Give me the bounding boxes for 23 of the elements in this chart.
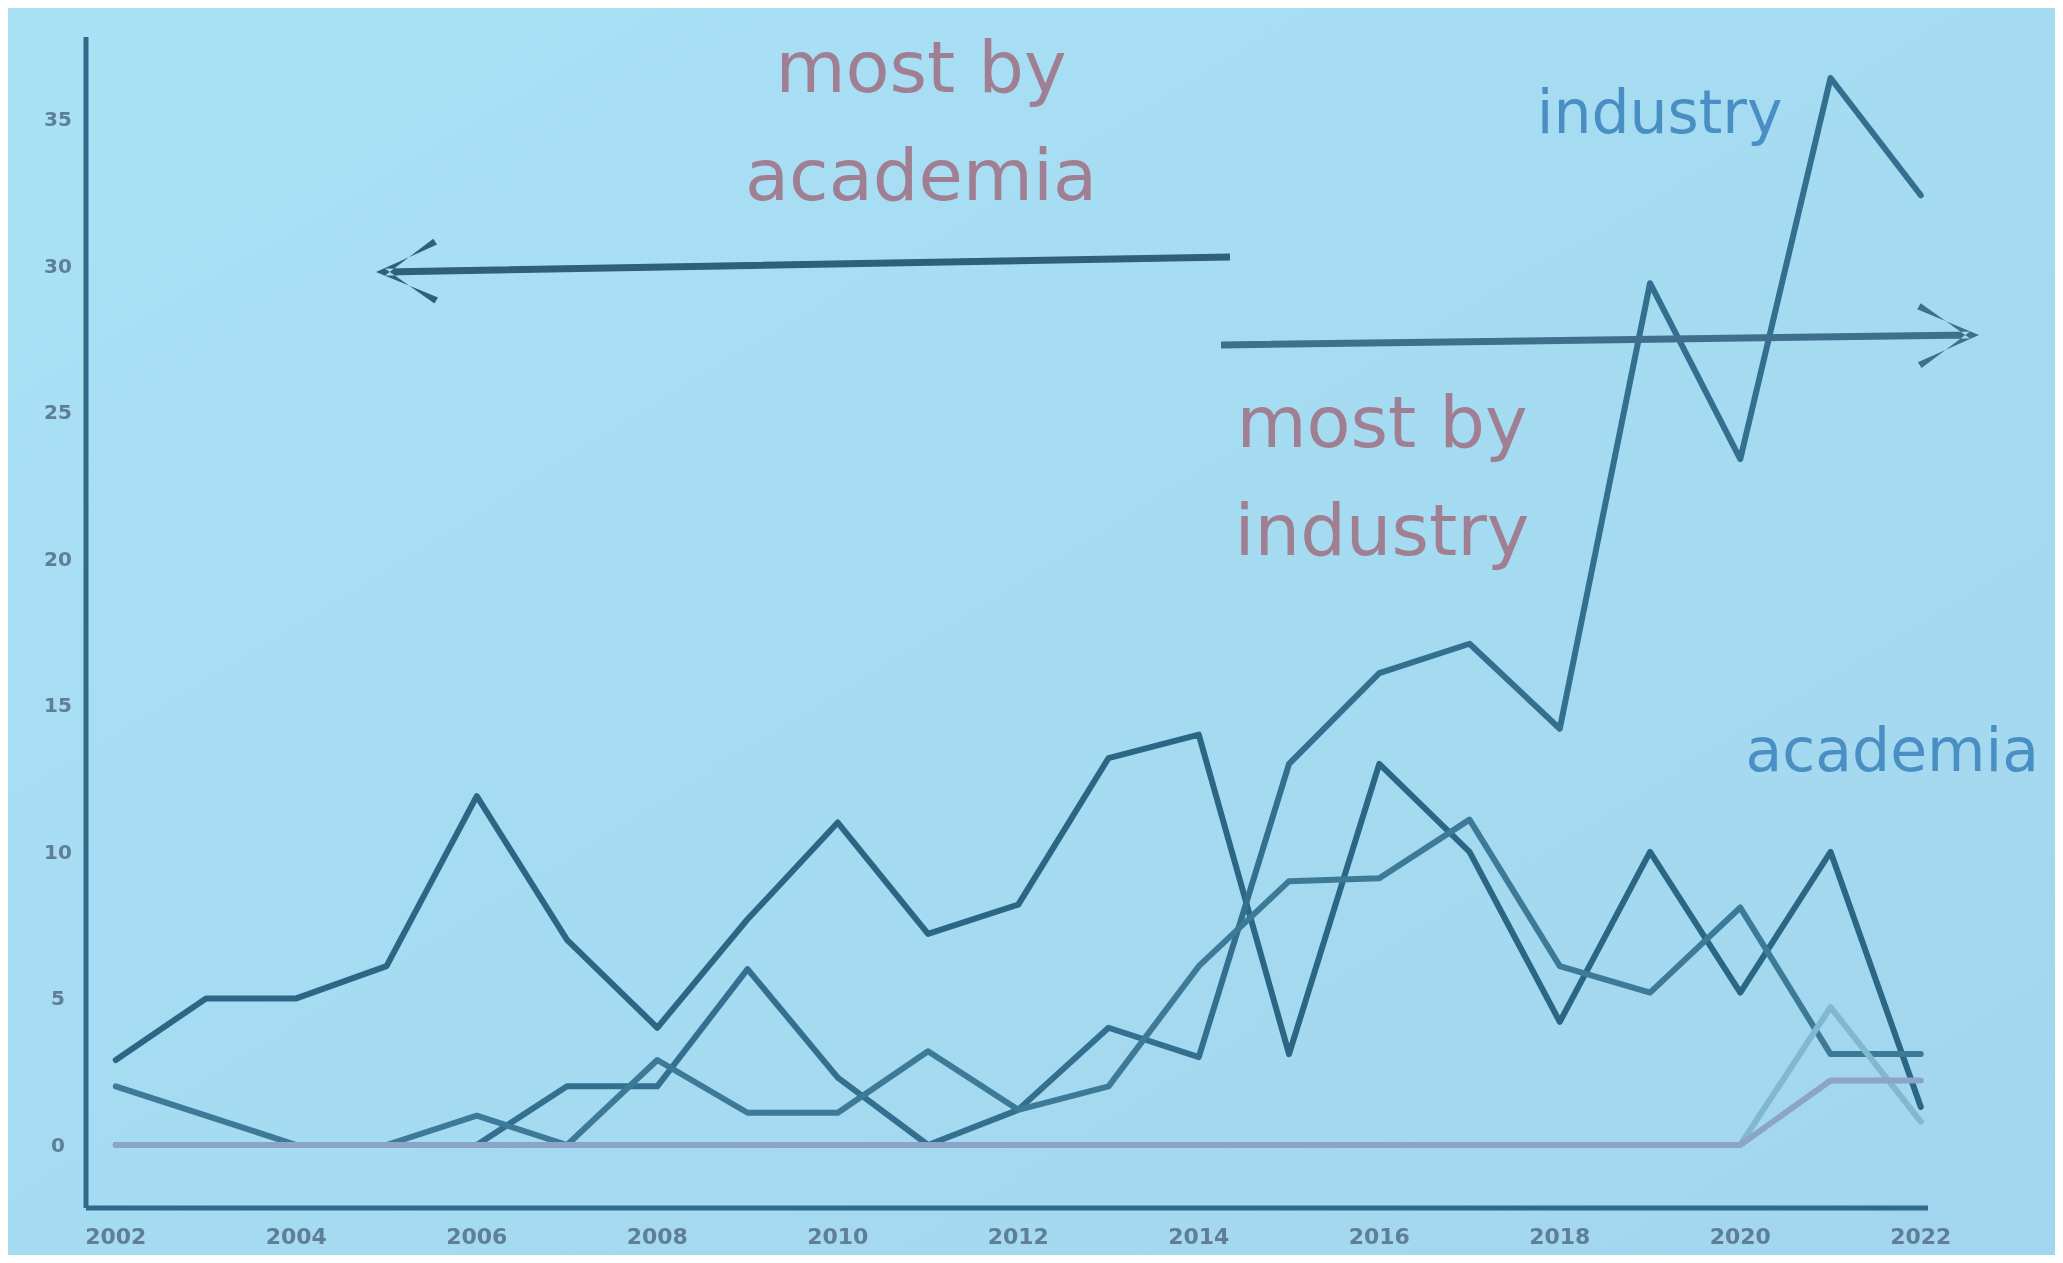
x-tick-label: 2006 bbox=[446, 1224, 508, 1249]
y-tick-label: 5 bbox=[51, 986, 65, 1011]
x-tick-label: 2016 bbox=[1348, 1224, 1410, 1249]
x-tick-label: 2008 bbox=[626, 1224, 688, 1249]
annotation: most by industry bbox=[1234, 380, 1530, 572]
x-tick-label: 2022 bbox=[1890, 1224, 1952, 1249]
x-tick-label: 2014 bbox=[1168, 1224, 1230, 1249]
y-tick-label: 15 bbox=[44, 693, 72, 718]
series-label: industry bbox=[1536, 77, 1783, 148]
x-tick-label: 2004 bbox=[265, 1224, 327, 1249]
y-tick-label: 30 bbox=[44, 253, 72, 278]
y-tick-label: 35 bbox=[44, 107, 72, 132]
x-tick-label: 2010 bbox=[807, 1224, 869, 1249]
y-tick-label: 20 bbox=[44, 546, 72, 571]
x-tick-label: 2018 bbox=[1529, 1224, 1591, 1249]
x-tick-label: 2020 bbox=[1709, 1224, 1771, 1249]
y-tick-label: 10 bbox=[44, 839, 72, 864]
x-tick-label: 2012 bbox=[987, 1224, 1049, 1249]
annotation: most by academia bbox=[744, 25, 1098, 217]
x-tick-label: 2002 bbox=[85, 1224, 147, 1249]
y-tick-label: 25 bbox=[44, 400, 72, 425]
y-tick-label: 0 bbox=[51, 1132, 65, 1157]
series-label: academia bbox=[1745, 714, 2039, 785]
